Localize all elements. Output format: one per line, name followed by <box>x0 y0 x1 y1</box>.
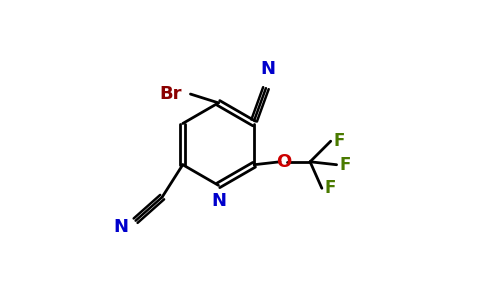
Text: N: N <box>211 192 226 210</box>
Text: N: N <box>113 218 128 236</box>
Text: F: F <box>333 132 345 150</box>
Text: N: N <box>260 60 275 78</box>
Text: Br: Br <box>159 85 182 103</box>
Text: F: F <box>325 179 336 197</box>
Text: O: O <box>276 153 291 171</box>
Text: F: F <box>340 156 351 174</box>
